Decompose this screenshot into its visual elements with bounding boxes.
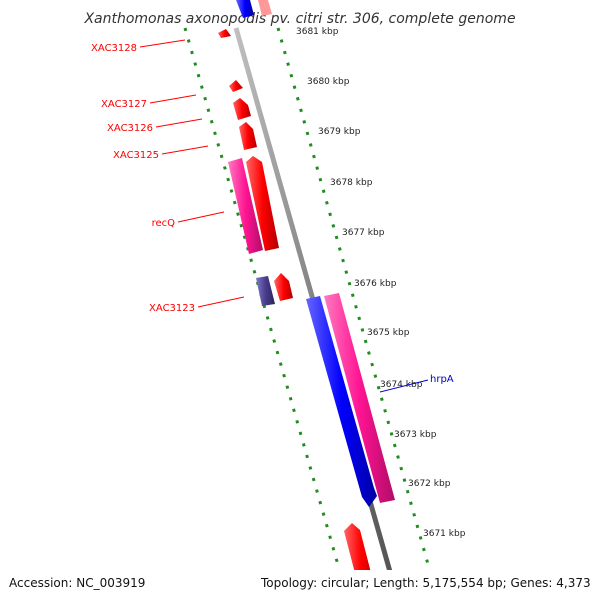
leader-xac3127 xyxy=(149,94,197,104)
genome-summary-text: Topology: circular; Length: 5,175,554 bp… xyxy=(260,576,591,590)
scale-label-3679: 3679 kbp xyxy=(318,127,361,137)
leader-xac3123 xyxy=(197,296,245,308)
scale-label-3681: 3681 kbp xyxy=(296,27,339,37)
gene-label-recq[interactable]: recQ xyxy=(152,218,176,229)
gene-bar-red-long xyxy=(246,156,279,251)
gene-bar-blue xyxy=(306,296,377,507)
scale-label-3676: 3676 kbp xyxy=(354,279,397,289)
leader-recq xyxy=(177,211,225,223)
scale-label-3677: 3677 kbp xyxy=(342,228,385,238)
scale-label-3675: 3675 kbp xyxy=(367,328,410,338)
gene-bar-top-blue xyxy=(236,0,254,18)
leader-xac3126 xyxy=(155,118,203,128)
gene-label-xac3126[interactable]: XAC3126 xyxy=(107,123,153,134)
gene-label-xac3125[interactable]: XAC3125 xyxy=(113,150,159,161)
accession-text: Accession: NC_003919 xyxy=(9,576,145,590)
leader-xac3128 xyxy=(139,39,186,48)
gene-hrpa xyxy=(324,293,395,503)
gene-recq xyxy=(228,158,263,254)
gene-fragment-xac3128 xyxy=(218,29,231,38)
gene-label-xac3127[interactable]: XAC3127 xyxy=(101,99,147,110)
leader-xac3125 xyxy=(161,145,209,155)
leader-hrpa xyxy=(379,379,429,393)
inner-tick-track xyxy=(276,27,440,600)
scale-label-3671: 3671 kbp xyxy=(423,529,466,539)
map-title: Xanthomonas axonopodis pv. citri str. 30… xyxy=(83,11,515,27)
scale-label-3674: 3674 kbp xyxy=(380,380,423,390)
gene-xac3127 xyxy=(229,80,243,92)
scale-label-3673: 3673 kbp xyxy=(394,430,437,440)
gene-label-hrpa[interactable]: hrpA xyxy=(430,374,454,385)
footer-background xyxy=(0,570,600,600)
scale-label-3672: 3672 kbp xyxy=(408,479,451,489)
gene-bar-red-short xyxy=(274,273,293,301)
scale-label-3680: 3680 kbp xyxy=(307,77,350,87)
gene-bar-top-pink xyxy=(258,0,272,16)
scale-label-3678: 3678 kbp xyxy=(330,178,373,188)
gene-label-xac3128[interactable]: XAC3128 xyxy=(91,43,137,54)
gene-label-xac3123[interactable]: XAC3123 xyxy=(149,303,195,314)
gene-xac3126 xyxy=(233,98,251,120)
gene-xac3125 xyxy=(239,122,257,150)
gene-xac3123 xyxy=(256,276,275,306)
